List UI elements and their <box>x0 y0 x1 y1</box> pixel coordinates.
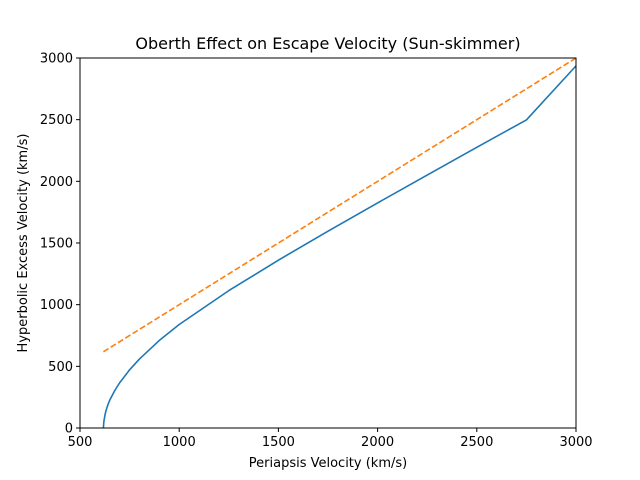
y-axis-ticks: 0 500 1000 1500 2000 2500 3000 <box>40 52 80 437</box>
y-tick-label: 3000 <box>40 52 73 67</box>
x-tick-label: 2000 <box>361 435 394 450</box>
series-line-2 <box>102 57 577 353</box>
y-axis-label: Hyperbolic Excess Velocity (km/s) <box>16 134 31 353</box>
x-tick-label: 2500 <box>460 435 493 450</box>
plot-frame <box>79 57 577 429</box>
y-tick-label: 500 <box>48 360 73 375</box>
y-tick-label: 1000 <box>40 298 73 313</box>
x-axis-ticks: 500 1000 1500 2000 2500 3000 <box>68 428 593 450</box>
series-line-1 <box>102 65 577 429</box>
x-tick-label: 1000 <box>163 435 196 450</box>
y-tick-label: 1500 <box>40 237 73 252</box>
plot-lines <box>102 57 577 429</box>
y-tick-label: 2500 <box>40 113 73 128</box>
y-tick-label: 0 <box>65 422 73 437</box>
x-tick-label: 1500 <box>262 435 295 450</box>
x-axis-label: Periapsis Velocity (km/s) <box>249 456 407 471</box>
chart-title: Oberth Effect on Escape Velocity (Sun-sk… <box>135 34 520 53</box>
x-tick-label: 500 <box>68 435 93 450</box>
y-tick-label: 2000 <box>40 175 73 190</box>
x-tick-label: 3000 <box>559 435 592 450</box>
